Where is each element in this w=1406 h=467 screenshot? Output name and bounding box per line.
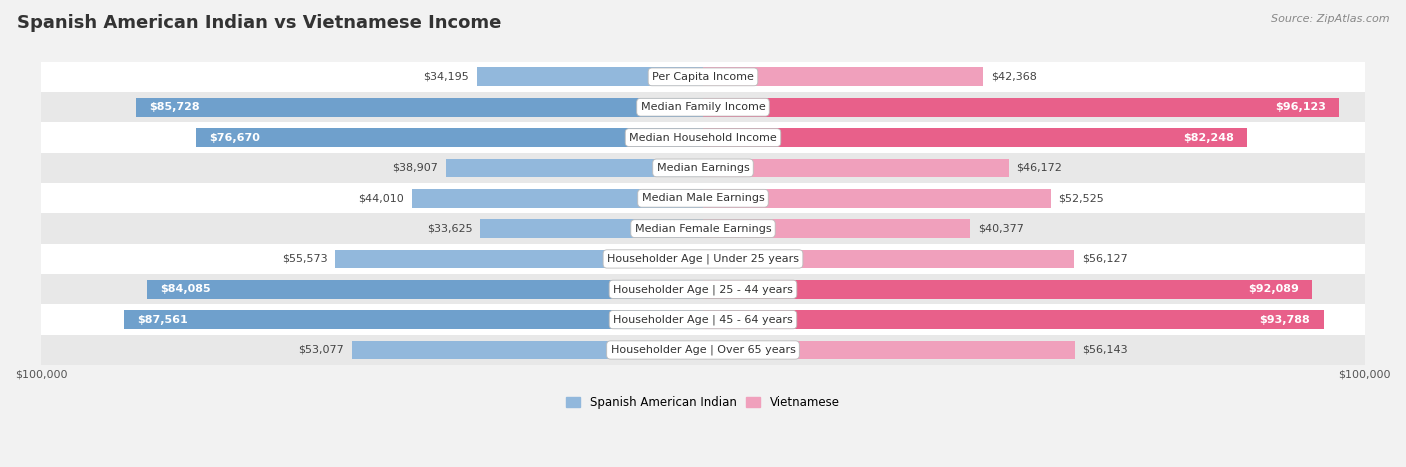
Bar — [335, 249, 703, 269]
Bar — [703, 340, 1074, 360]
Bar — [412, 189, 703, 208]
Text: $44,010: $44,010 — [359, 193, 404, 203]
Text: Householder Age | 45 - 64 years: Householder Age | 45 - 64 years — [613, 314, 793, 325]
Text: Median Family Income: Median Family Income — [641, 102, 765, 112]
Text: Spanish American Indian vs Vietnamese Income: Spanish American Indian vs Vietnamese In… — [17, 14, 502, 32]
Text: $82,248: $82,248 — [1184, 133, 1234, 142]
Text: Median Female Earnings: Median Female Earnings — [634, 224, 772, 234]
Text: $76,670: $76,670 — [209, 133, 260, 142]
Text: $46,172: $46,172 — [1017, 163, 1063, 173]
Text: $55,573: $55,573 — [281, 254, 328, 264]
Text: $56,127: $56,127 — [1083, 254, 1128, 264]
Text: Median Male Earnings: Median Male Earnings — [641, 193, 765, 203]
Bar — [703, 189, 1050, 208]
Bar — [703, 310, 1323, 329]
Text: $93,788: $93,788 — [1260, 315, 1310, 325]
Bar — [41, 92, 1365, 122]
Bar — [703, 249, 1074, 269]
Text: $56,143: $56,143 — [1083, 345, 1128, 355]
Bar — [477, 67, 703, 86]
Bar — [41, 62, 1365, 92]
Bar — [703, 98, 1339, 117]
Text: $96,123: $96,123 — [1275, 102, 1326, 112]
Bar — [41, 304, 1365, 335]
Bar — [195, 128, 703, 147]
Legend: Spanish American Indian, Vietnamese: Spanish American Indian, Vietnamese — [561, 391, 845, 414]
Bar — [41, 122, 1365, 153]
Text: Median Household Income: Median Household Income — [628, 133, 778, 142]
Text: $42,368: $42,368 — [991, 72, 1038, 82]
Bar — [41, 213, 1365, 244]
Text: Householder Age | Over 65 years: Householder Age | Over 65 years — [610, 345, 796, 355]
Text: Source: ZipAtlas.com: Source: ZipAtlas.com — [1271, 14, 1389, 24]
Text: $52,525: $52,525 — [1059, 193, 1104, 203]
Bar — [481, 219, 703, 238]
Bar — [703, 158, 1008, 177]
Bar — [41, 335, 1365, 365]
Bar — [446, 158, 703, 177]
Text: Householder Age | Under 25 years: Householder Age | Under 25 years — [607, 254, 799, 264]
Text: $92,089: $92,089 — [1249, 284, 1299, 294]
Text: Householder Age | 25 - 44 years: Householder Age | 25 - 44 years — [613, 284, 793, 295]
Text: $85,728: $85,728 — [149, 102, 200, 112]
Bar — [41, 274, 1365, 304]
Text: Median Earnings: Median Earnings — [657, 163, 749, 173]
Text: $34,195: $34,195 — [423, 72, 468, 82]
Bar — [703, 128, 1247, 147]
Text: $87,561: $87,561 — [136, 315, 187, 325]
Text: $33,625: $33,625 — [427, 224, 472, 234]
Text: $84,085: $84,085 — [160, 284, 211, 294]
Text: Per Capita Income: Per Capita Income — [652, 72, 754, 82]
Bar — [146, 280, 703, 299]
Bar — [703, 67, 983, 86]
Bar — [352, 340, 703, 360]
Bar — [41, 244, 1365, 274]
Text: $40,377: $40,377 — [979, 224, 1024, 234]
Bar — [124, 310, 703, 329]
Bar — [41, 153, 1365, 183]
Text: $53,077: $53,077 — [298, 345, 344, 355]
Bar — [703, 219, 970, 238]
Bar — [703, 280, 1312, 299]
Bar — [136, 98, 703, 117]
Text: $38,907: $38,907 — [392, 163, 437, 173]
Bar — [41, 183, 1365, 213]
